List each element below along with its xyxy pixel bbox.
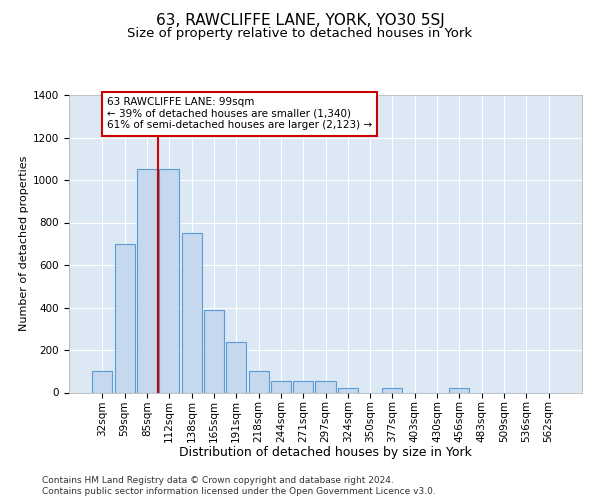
Bar (115, 244, 135, 392)
Bar (204, 310, 224, 392)
Bar (382, 388, 403, 392)
Bar (137, 170, 157, 392)
Bar (182, 233, 202, 392)
Bar (338, 388, 358, 392)
Bar (226, 342, 246, 392)
Bar (159, 170, 179, 392)
Bar (449, 388, 469, 392)
Bar (271, 381, 291, 392)
X-axis label: Distribution of detached houses by size in York: Distribution of detached houses by size … (179, 446, 472, 460)
Text: 63, RAWCLIFFE LANE, YORK, YO30 5SJ: 63, RAWCLIFFE LANE, YORK, YO30 5SJ (155, 12, 445, 28)
Text: Contains HM Land Registry data © Crown copyright and database right 2024.: Contains HM Land Registry data © Crown c… (42, 476, 394, 485)
Bar (92, 371, 112, 392)
Text: 63 RAWCLIFFE LANE: 99sqm
← 39% of detached houses are smaller (1,340)
61% of sem: 63 RAWCLIFFE LANE: 99sqm ← 39% of detach… (107, 97, 372, 130)
Bar (316, 381, 335, 392)
Bar (248, 371, 269, 392)
Text: Size of property relative to detached houses in York: Size of property relative to detached ho… (127, 28, 473, 40)
Y-axis label: Number of detached properties: Number of detached properties (19, 156, 29, 332)
Bar (293, 381, 313, 392)
Text: Contains public sector information licensed under the Open Government Licence v3: Contains public sector information licen… (42, 488, 436, 496)
